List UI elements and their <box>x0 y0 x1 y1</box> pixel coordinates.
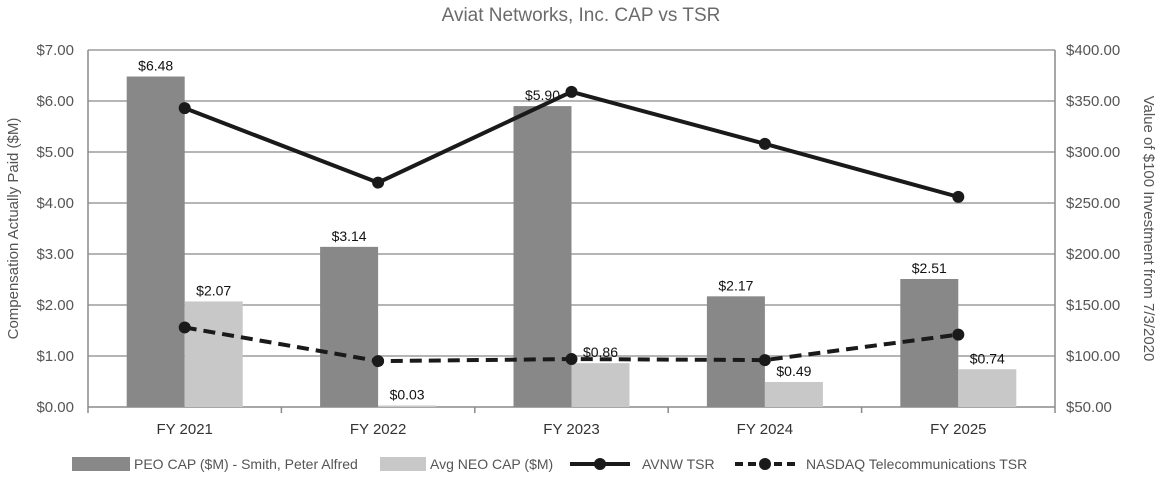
y-tick-label: $0.00 <box>36 399 74 416</box>
bar-neo-cap <box>378 405 437 407</box>
y2-tick-label: $350.00 <box>1066 93 1120 110</box>
point-avnw-tsr <box>758 137 771 150</box>
y2-tick-label: $250.00 <box>1066 195 1120 212</box>
point-nasdaq-tsr <box>952 328 965 341</box>
data-label-peo: $6.48 <box>138 58 173 74</box>
data-label-peo: $2.51 <box>912 260 947 276</box>
point-nasdaq-tsr <box>565 353 578 366</box>
bar-neo-cap <box>958 369 1017 407</box>
y2-tick-label: $100.00 <box>1066 348 1120 365</box>
bar-neo-cap <box>184 301 243 407</box>
point-avnw-tsr <box>952 190 965 203</box>
legend-swatch-neo <box>380 457 426 471</box>
y2-axis-title: Value of $100 Investment from 7/3/2020 <box>1140 96 1157 362</box>
y2-tick-label: $300.00 <box>1066 144 1120 161</box>
data-label-neo: $0.49 <box>776 363 811 379</box>
y-tick-label: $5.00 <box>36 144 74 161</box>
y-tick-label: $4.00 <box>36 195 74 212</box>
y-tick-label: $3.00 <box>36 246 74 263</box>
point-nasdaq-tsr <box>758 354 771 367</box>
legend-marker-nasdaq <box>759 458 771 470</box>
point-nasdaq-tsr <box>372 355 385 368</box>
y-tick-label: $7.00 <box>36 42 74 59</box>
y2-tick-label: $50.00 <box>1066 399 1112 416</box>
point-avnw-tsr <box>372 176 385 189</box>
legend-marker-avnw <box>594 458 606 470</box>
data-label-neo: $0.74 <box>970 350 1005 366</box>
y-tick-label: $6.00 <box>36 93 74 110</box>
legend-label-neo: Avg NEO CAP ($M) <box>430 456 553 472</box>
data-label-peo: $3.14 <box>332 228 367 244</box>
bar-peo-cap <box>706 296 765 407</box>
data-label-peo: $2.17 <box>718 277 753 293</box>
y-tick-label: $1.00 <box>36 348 74 365</box>
x-category-label: FY 2022 <box>350 421 406 438</box>
x-category-label: FY 2025 <box>930 421 986 438</box>
bar-neo-cap <box>764 382 823 407</box>
x-category-label: FY 2021 <box>156 421 212 438</box>
legend-label-nasdaq: NASDAQ Telecommunications TSR <box>806 456 1027 472</box>
y-axis-title: Compensation Actually Paid ($M) <box>5 118 22 340</box>
bar-peo-cap <box>320 246 379 407</box>
y-tick-label: $2.00 <box>36 297 74 314</box>
point-nasdaq-tsr <box>178 321 191 334</box>
bar-peo-cap <box>900 278 959 407</box>
x-category-label: FY 2024 <box>737 421 793 438</box>
point-avnw-tsr <box>565 85 578 98</box>
legend-label-peo: PEO CAP ($M) - Smith, Peter Alfred <box>134 456 358 472</box>
data-label-neo: $2.07 <box>196 282 231 298</box>
data-label-neo: $0.03 <box>390 386 425 402</box>
bar-neo-cap <box>571 363 630 407</box>
y2-tick-label: $200.00 <box>1066 246 1120 263</box>
x-category-label: FY 2023 <box>543 421 599 438</box>
data-label-neo: $0.86 <box>583 344 618 360</box>
y2-tick-label: $400.00 <box>1066 42 1120 59</box>
bar-peo-cap <box>513 106 572 407</box>
point-avnw-tsr <box>178 102 191 115</box>
bar-peo-cap <box>126 76 185 408</box>
y2-tick-label: $150.00 <box>1066 297 1120 314</box>
legend-label-avnw: AVNW TSR <box>642 456 715 472</box>
chart-title: Aviat Networks, Inc. CAP vs TSR <box>442 5 721 26</box>
legend-swatch-peo <box>72 457 130 471</box>
